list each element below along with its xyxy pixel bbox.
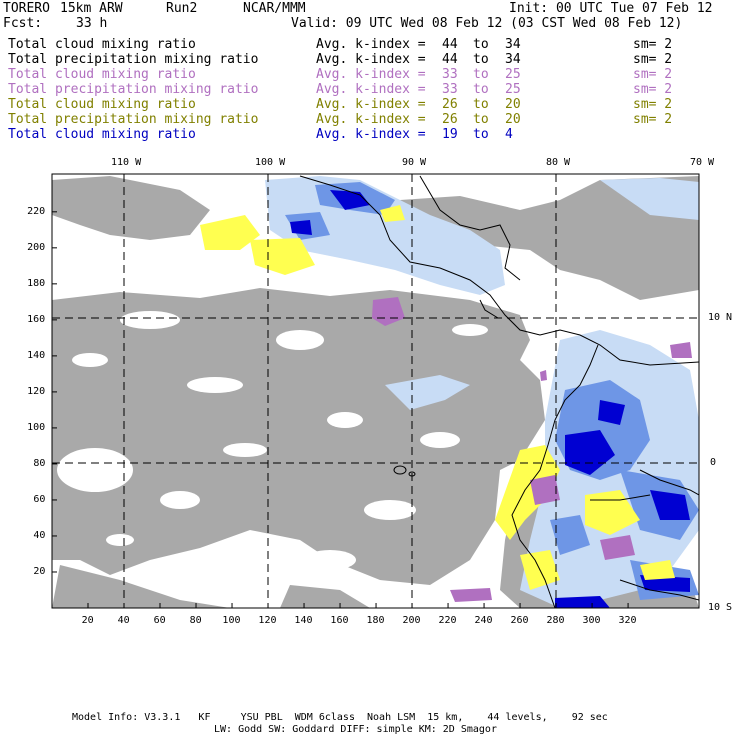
k-index-to: 34 (505, 37, 521, 52)
lon-label-70w: 70 W (690, 157, 715, 168)
y-tick-label: 120 (27, 385, 46, 397)
lon-label-90w: 90 W (402, 157, 427, 168)
k-index-from: 26 (442, 97, 458, 112)
x-tick-label: 200 (402, 615, 421, 626)
k-index-to-word: to (473, 52, 489, 67)
forecast-hour: 33 h (76, 16, 108, 31)
k-index-from: 19 (442, 127, 458, 142)
field-name: Total precipitation mixing ratio (8, 82, 259, 97)
k-index-label: Avg. k-index = (316, 82, 426, 97)
x-tick-label: 280 (546, 615, 565, 626)
x-tick-label: 80 (189, 615, 202, 626)
model-resolution: 15km ARW (60, 1, 123, 16)
field-name: Total cloud mixing ratio (8, 67, 196, 82)
field-name: Total cloud mixing ratio (8, 97, 196, 112)
y-tick-label: 40 (33, 529, 46, 541)
k-index-to-word: to (473, 127, 489, 142)
field-name: Total cloud mixing ratio (8, 37, 196, 52)
smoothing: sm= 2 (633, 82, 673, 97)
map-frame (51, 173, 700, 609)
tick-marks (52, 211, 629, 608)
x-tick-label: 320 (618, 615, 637, 626)
run-label: Run2 (166, 1, 198, 16)
model-name: TORERO (3, 1, 50, 16)
y-tick-label: 180 (27, 277, 46, 289)
init-time: Init: 00 UTC Tue 07 Feb 12 (509, 1, 713, 16)
x-tick-label: 160 (330, 615, 349, 626)
x-tick-label: 220 (438, 615, 457, 626)
field-name: Total cloud mixing ratio (8, 127, 196, 142)
lon-label-80w: 80 W (546, 157, 571, 168)
y-tick-label: 200 (27, 241, 46, 253)
k-index-label: Avg. k-index = (316, 97, 426, 112)
k-index-to: 25 (505, 67, 521, 82)
lat-label-0: 0 (710, 457, 717, 468)
smoothing: sm= 2 (633, 52, 673, 67)
valid-time: Valid: 09 UTC Wed 08 Feb 12 (03 CST Wed … (291, 16, 683, 31)
y-tick-label: 20 (33, 565, 46, 577)
x-tick-label: 300 (582, 615, 601, 626)
k-index-label: Avg. k-index = (316, 67, 426, 82)
k-index-to-word: to (473, 37, 489, 52)
x-tick-label: 120 (258, 615, 277, 626)
purple-field (372, 297, 692, 602)
k-index-to: 20 (505, 97, 521, 112)
lon-label-110w: 110 W (111, 157, 142, 168)
k-index-to-word: to (473, 97, 489, 112)
field-name: Total precipitation mixing ratio (8, 112, 259, 127)
k-index-from: 26 (442, 112, 458, 127)
x-tick-label: 260 (510, 615, 529, 626)
model-info-line2: LW: Godd SW: Goddard DIFF: simple KM: 2D… (214, 724, 497, 735)
y-tick-label: 80 (33, 457, 46, 469)
lon-label-100w: 100 W (255, 157, 286, 168)
k-index-to: 4 (505, 127, 513, 142)
x-tick-label: 60 (153, 615, 166, 626)
k-index-from: 44 (442, 52, 458, 67)
smoothing: sm= 2 (633, 37, 673, 52)
smoothing: sm= 2 (633, 97, 673, 112)
organization: NCAR/MMM (243, 1, 306, 16)
k-index-from: 33 (442, 82, 458, 97)
x-tick-label: 40 (117, 615, 130, 626)
yellow-field (200, 205, 675, 590)
k-index-label: Avg. k-index = (316, 37, 426, 52)
k-index-to: 34 (505, 52, 521, 67)
y-tick-label: 140 (27, 349, 46, 361)
k-index-label: Avg. k-index = (316, 127, 426, 142)
dark-blue-field (290, 190, 690, 608)
gray-cloud-field (52, 176, 699, 608)
x-tick-label: 100 (222, 615, 241, 626)
grid-lines (52, 174, 699, 608)
k-index-from: 33 (442, 67, 458, 82)
lat-label-10n: 10 N (708, 312, 733, 323)
k-index-from: 44 (442, 37, 458, 52)
smoothing: sm= 2 (633, 112, 673, 127)
y-tick-label: 220 (27, 205, 46, 217)
forecast-label: Fcst: (3, 16, 43, 31)
lat-label-10s: 10 S (708, 602, 733, 613)
x-tick-label: 20 (81, 615, 94, 626)
cloud-gaps (57, 311, 488, 570)
smoothing: sm= 2 (633, 67, 673, 82)
k-index-to-word: to (473, 82, 489, 97)
field-name: Total precipitation mixing ratio (8, 52, 259, 67)
k-index-to-word: to (473, 67, 489, 82)
k-index-label: Avg. k-index = (316, 112, 426, 127)
k-index-label: Avg. k-index = (316, 52, 426, 67)
k-index-to: 25 (505, 82, 521, 97)
x-tick-label: 240 (474, 615, 493, 626)
y-tick-label: 160 (27, 313, 46, 325)
y-tick-label: 60 (33, 493, 46, 505)
model-info-line1: Model Info: V3.3.1 KF YSU PBL WDM 6class… (72, 712, 608, 723)
y-tick-label: 100 (27, 421, 46, 433)
k-index-to-word: to (473, 112, 489, 127)
k-index-to: 20 (505, 112, 521, 127)
x-tick-label: 140 (294, 615, 313, 626)
x-tick-label: 180 (366, 615, 385, 626)
